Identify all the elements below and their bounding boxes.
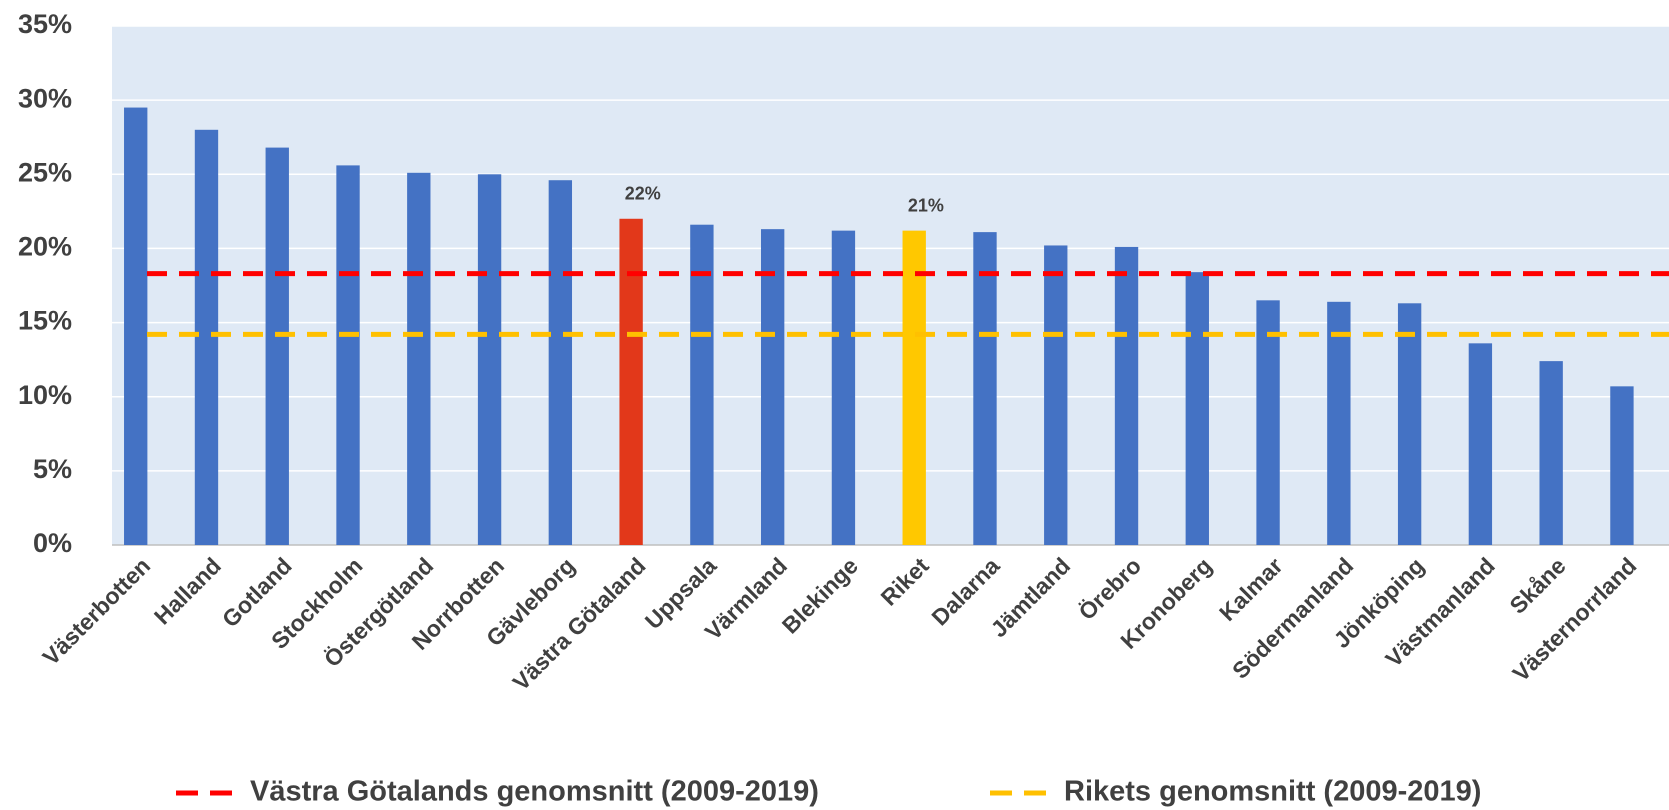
x-tick-label: Örebro: [1073, 552, 1146, 625]
y-tick-label: 5%: [33, 454, 72, 484]
bar: [1610, 386, 1634, 545]
bar: [336, 165, 360, 546]
bar: [124, 107, 148, 546]
bar: [973, 232, 997, 546]
y-tick-label: 0%: [33, 528, 72, 558]
y-tick-label: 15%: [18, 306, 72, 336]
x-tick-label: Västerbotten: [37, 552, 155, 670]
bar: [1468, 343, 1493, 545]
x-tick-label: Södermanland: [1227, 552, 1358, 683]
bar: [1044, 245, 1068, 545]
bar: [619, 218, 643, 545]
legend-label: Rikets genomsnitt (2009-2019): [1064, 776, 1481, 808]
legend-label: Västra Götalands genomsnitt (2009-2019): [250, 776, 819, 808]
x-tick-label: Västernorrland: [1507, 552, 1641, 686]
y-tick-label: 20%: [18, 232, 72, 262]
x-tick-label: Västra Götaland: [508, 552, 651, 695]
y-tick-label: 35%: [18, 9, 72, 39]
bar: [407, 172, 431, 545]
y-tick-label: 25%: [18, 157, 72, 187]
bar: [831, 230, 856, 546]
y-tick-label: 10%: [18, 380, 72, 410]
bar: [194, 129, 219, 546]
x-tick-label: Skåne: [1504, 552, 1570, 618]
bar: [690, 224, 714, 545]
y-tick-label: 30%: [18, 83, 72, 113]
bar: [1185, 272, 1209, 545]
bar: [1114, 246, 1139, 545]
bar: [760, 229, 785, 545]
bar: [1256, 300, 1280, 545]
bar: [265, 147, 289, 545]
data-label: 21%: [908, 195, 944, 215]
bar: [902, 230, 926, 546]
bar: [1539, 361, 1563, 545]
x-tick-label: Blekinge: [777, 552, 863, 638]
bar: [477, 174, 502, 546]
x-tick-label: Riket: [876, 552, 934, 610]
bar: [1397, 303, 1422, 545]
bar: [548, 180, 573, 545]
bar: [1327, 301, 1351, 545]
data-label: 22%: [625, 184, 661, 204]
x-tick-label: Halland: [149, 552, 226, 629]
